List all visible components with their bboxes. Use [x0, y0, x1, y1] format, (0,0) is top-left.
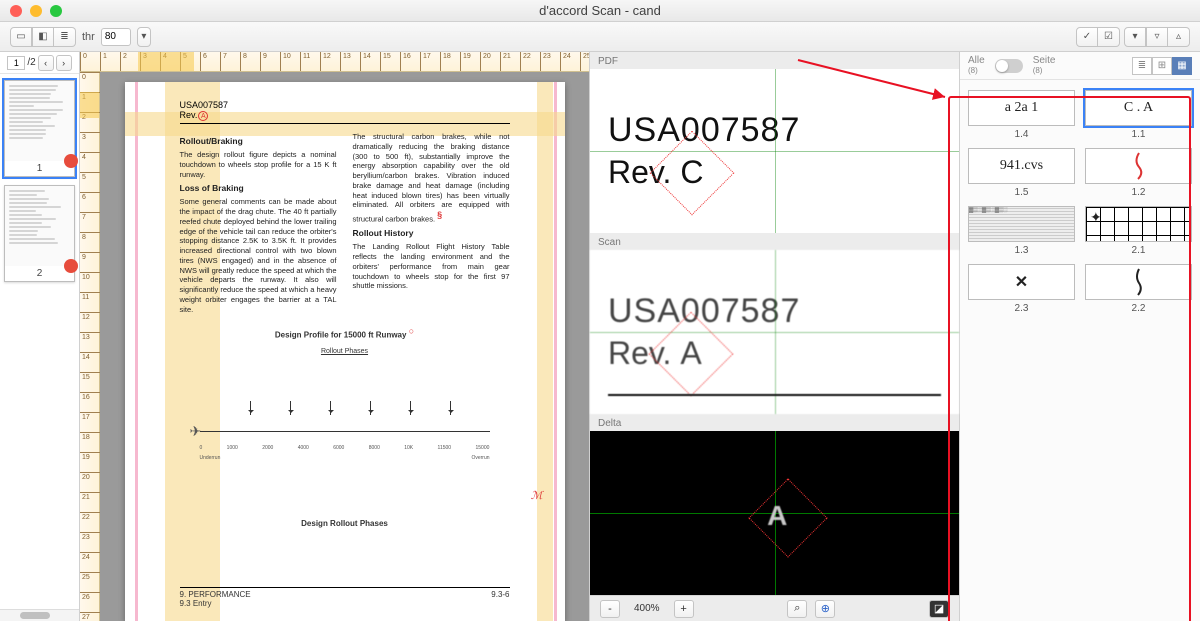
checklist-icon[interactable]: ☑ [1098, 27, 1120, 47]
page-continuous-icon[interactable]: ≣ [54, 27, 76, 47]
filter-alt-icon[interactable]: ▿ [1146, 27, 1168, 47]
page-single-icon[interactable]: ▭ [10, 27, 32, 47]
titlebar: d'accord Scan - cand [0, 0, 1200, 22]
toolbar: ▭ ◧ ≣ thr ▾ ✓ ☑ ▾ ▿ ▵ [0, 22, 1200, 52]
page-facing-icon[interactable]: ◧ [32, 27, 54, 47]
filter-icon[interactable]: ▾ [1124, 27, 1146, 47]
highlight-box [948, 96, 1191, 621]
check-icon[interactable]: ✓ [1076, 27, 1098, 47]
thr-label: thr [82, 31, 95, 43]
app-window: d'accord Scan - cand ▭ ◧ ≣ thr ▾ ✓ ☑ ▾ ▿… [0, 0, 1200, 621]
content: /2 ‹ › 12 012345678910111213141516171819… [0, 52, 1200, 621]
thr-stepper[interactable]: ▾ [137, 27, 151, 47]
window-title: d'accord Scan - cand [0, 3, 1200, 18]
thr-input[interactable] [101, 28, 131, 46]
toolbar-right: ✓ ☑ ▾ ▿ ▵ [1076, 27, 1190, 47]
doc-mode-segment: ▭ ◧ ≣ [10, 27, 76, 47]
filter-clear-icon[interactable]: ▵ [1168, 27, 1190, 47]
